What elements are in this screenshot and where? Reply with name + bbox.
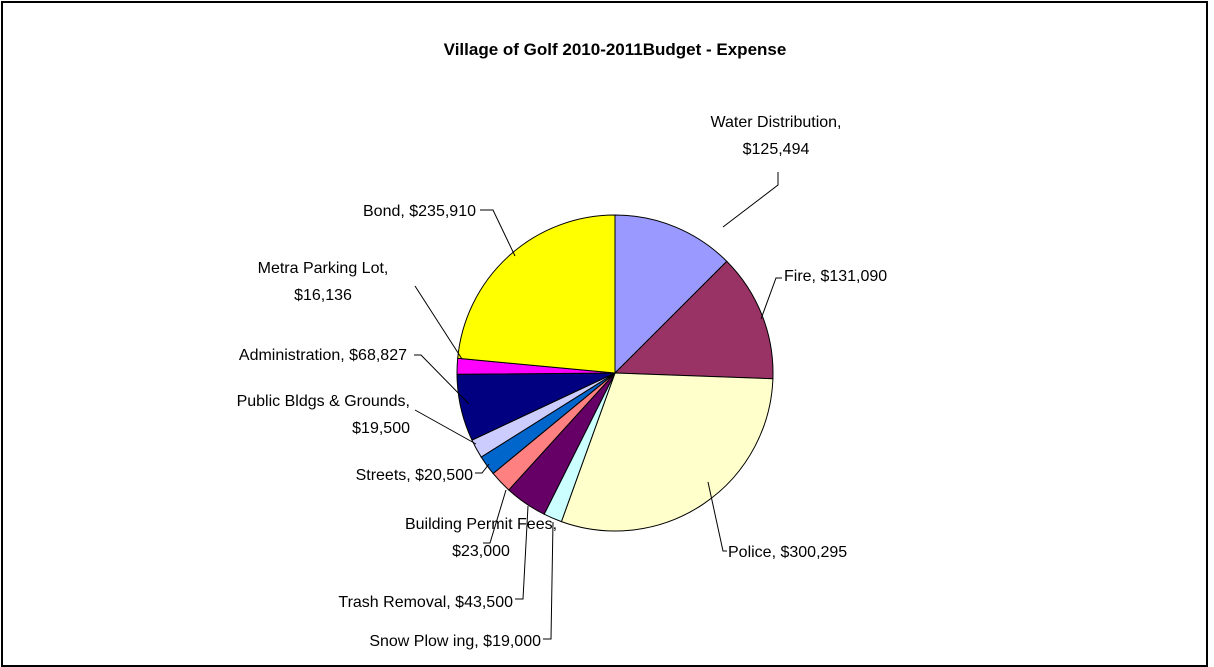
leader-line <box>414 354 470 405</box>
chart-title: Village of Golf 2010-2011Budget - Expens… <box>444 40 787 59</box>
slice-label-line: Bond, $235,910 <box>363 203 476 220</box>
label-leader-lines <box>414 172 782 640</box>
leader-line <box>483 489 507 544</box>
pie-slices <box>456 214 774 532</box>
leader-line <box>414 285 463 360</box>
slice-label-line: Fire, $131,090 <box>784 268 887 285</box>
leader-line <box>760 277 782 320</box>
slice-label-line: Metra Parking Lot, <box>258 260 389 277</box>
pie-slice-water-distribution <box>614 214 728 375</box>
slice-label-line: Building Permit Fees, <box>405 516 557 533</box>
slice-labels: Water Distribution, $125,494 Fire, $131,09… <box>237 114 888 650</box>
slice-label-line: Water Distribution, <box>711 114 842 131</box>
slice-label-line: $19,500 <box>352 420 410 437</box>
slice-label: Metra Parking Lot, $16,136 <box>258 260 389 304</box>
slice-label: Building Permit Fees, $23,000 <box>405 516 557 560</box>
leader-line <box>543 521 554 640</box>
slice-label-line: Trash Removal, $43,500 <box>338 594 513 611</box>
leader-line <box>515 505 529 600</box>
leader-line <box>480 209 516 257</box>
slice-label-line: $23,000 <box>452 543 510 560</box>
pie-slice-police <box>560 372 774 532</box>
slice-label-line: Public Bldgs & Grounds, <box>237 393 410 410</box>
leader-line <box>722 172 779 228</box>
slice-label-line: $16,136 <box>294 287 352 304</box>
slice-label-line: Streets, $20,500 <box>356 467 474 484</box>
slice-label: Police, $300,295 <box>728 544 847 561</box>
slice-label: Administration, $68,827 <box>239 347 407 364</box>
slice-label: Streets, $20,500 <box>356 467 474 484</box>
slice-label: Trash Removal, $43,500 <box>338 594 513 611</box>
slice-label: Snow Plow ing, $19,000 <box>369 633 541 650</box>
slice-label: Public Bldgs & Grounds, $19,500 <box>237 393 411 437</box>
leader-line <box>475 463 490 474</box>
slice-label: Bond, $235,910 <box>363 203 476 220</box>
slice-label: Water Distribution, $125,494 <box>711 114 842 158</box>
slice-label: Fire, $131,090 <box>784 268 887 285</box>
slice-label-line: $125,494 <box>743 141 810 158</box>
slice-label-line: Administration, $68,827 <box>239 347 407 364</box>
pie-slice-bond <box>457 214 616 374</box>
slice-label-line: Police, $300,295 <box>728 544 847 561</box>
leader-line <box>707 481 727 552</box>
leader-line <box>414 409 477 445</box>
pie-chart: Village of Golf 2010-2011Budget - Expens… <box>237 40 888 650</box>
slice-label-line: Snow Plow ing, $19,000 <box>369 633 541 650</box>
